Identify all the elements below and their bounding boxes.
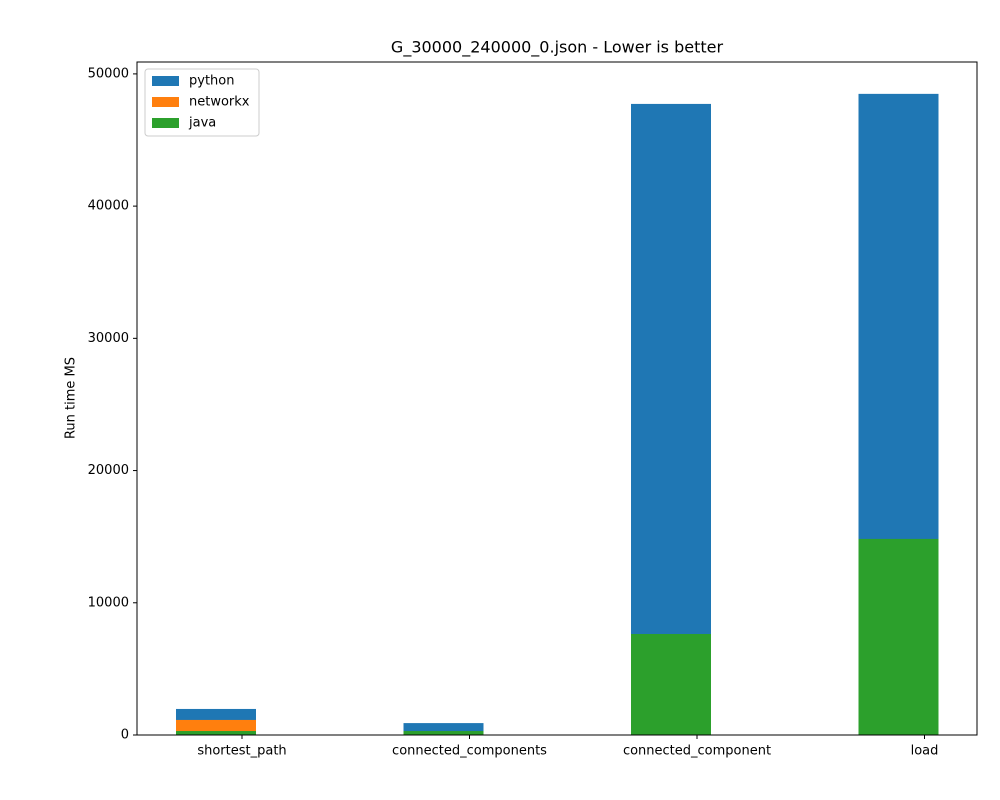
legend-swatch	[152, 76, 179, 86]
y-tick-label: 10000	[88, 595, 129, 610]
x-tick-label: load	[911, 744, 939, 759]
bar	[403, 723, 484, 735]
x-tick-label: connected_components	[392, 744, 547, 759]
bar	[631, 103, 711, 735]
legend-swatch	[152, 118, 179, 128]
x-tick-label: shortest_path	[197, 744, 286, 759]
bar	[631, 633, 711, 735]
legend-label: python	[189, 74, 234, 89]
y-tick-label: 40000	[88, 199, 129, 214]
bar	[403, 731, 484, 735]
y-tick-label: 50000	[88, 66, 129, 81]
legend-label: networkx	[189, 95, 250, 110]
x-tick-label: connected_component	[623, 744, 771, 759]
bar	[858, 538, 939, 735]
legend-swatch	[152, 97, 179, 107]
y-axis-label: Run time MS	[64, 357, 79, 439]
legend-label: java	[188, 116, 216, 131]
bar	[176, 731, 256, 735]
y-tick-label: 0	[121, 728, 129, 743]
chart-title: G_30000_240000_0.json - Lower is better	[391, 38, 724, 58]
legend: python networkx java	[144, 68, 260, 137]
y-tick-label: 30000	[88, 331, 129, 346]
y-tick-label: 20000	[88, 463, 129, 478]
plot-frame	[136, 61, 978, 736]
